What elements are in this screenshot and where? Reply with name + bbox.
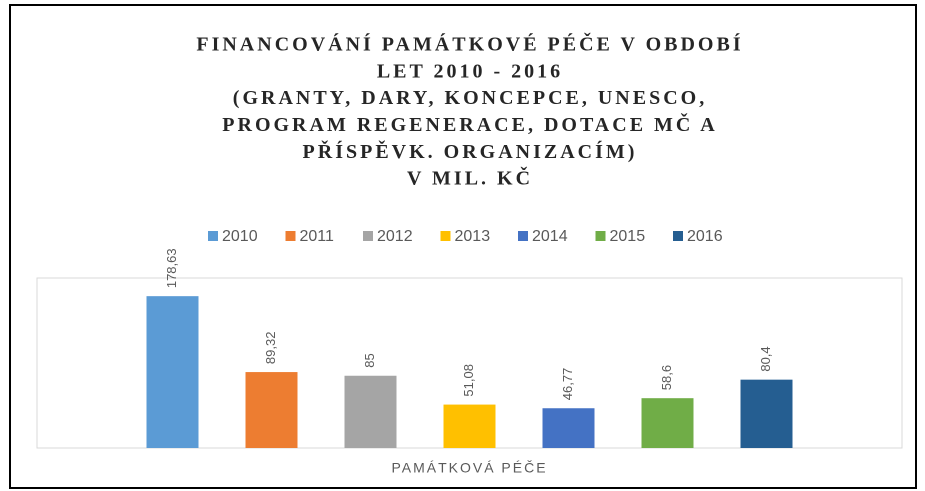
bar	[542, 408, 595, 448]
bar	[740, 379, 793, 448]
chart-title: PROGRAM REGENERACE, DOTACE MČ A	[222, 112, 717, 136]
legend-label: 2013	[455, 228, 491, 245]
legend-label: 2010	[222, 228, 258, 245]
legend-swatch	[363, 231, 373, 241]
legend-swatch	[208, 231, 218, 241]
chart-title: (GRANTY, DARY, KONCEPCE, UNESCO,	[233, 87, 707, 109]
bar	[641, 398, 694, 448]
chart-title: LET 2010 - 2016	[377, 60, 563, 82]
data-label: 46,77	[560, 368, 575, 401]
data-label: 89,32	[263, 332, 278, 365]
legend-label: 2015	[610, 228, 646, 245]
legend-swatch	[673, 231, 683, 241]
legend-label: 2016	[687, 228, 723, 245]
chart-title: FINANCOVÁNÍ PAMÁTKOVÉ PÉČE V OBDOBÍ	[196, 32, 743, 56]
bar	[245, 372, 298, 448]
data-label: 80,4	[758, 346, 773, 371]
bar	[443, 404, 496, 448]
legend-swatch	[595, 231, 606, 241]
legend-swatch	[285, 231, 296, 241]
data-label: 51,08	[461, 364, 476, 397]
legend-label: 2014	[532, 228, 568, 245]
chart-title: PŘÍSPĚVK. ORGANIZACÍM)	[303, 139, 638, 163]
data-label: 178,63	[164, 248, 179, 288]
x-tick-label: PAMÁTKOVÁ PÉČE	[391, 460, 547, 476]
bar	[344, 375, 397, 448]
data-label: 58,6	[659, 365, 674, 390]
legend-swatch	[440, 231, 451, 241]
legend-label: 2011	[300, 228, 335, 245]
legend-swatch	[518, 231, 528, 241]
legend-label: 2012	[377, 228, 413, 245]
bar	[146, 296, 199, 448]
data-label: 85	[362, 353, 377, 367]
chart-title: V MIL. KČ	[407, 166, 533, 190]
